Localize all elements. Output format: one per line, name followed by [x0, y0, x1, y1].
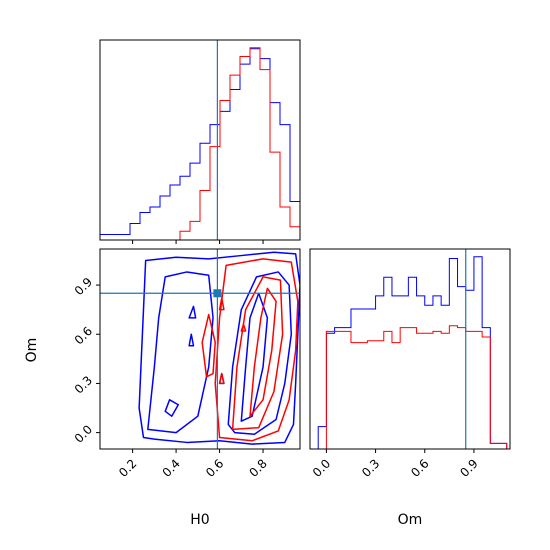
contour-series_b: [214, 258, 299, 442]
contour-series_a: [188, 305, 197, 319]
contour-series_a: [164, 399, 180, 417]
histogram-series-series_b: [318, 325, 508, 450]
contour-series_b: [218, 372, 225, 385]
h0-tick-label: 0.6: [203, 456, 226, 479]
panel-histogram-h0: [99, 39, 301, 244]
panel-histogram-om: 0.0 0.3 0.6 0.9 Om: [309, 248, 511, 528]
panel-contour-h0-om: 0.2 0.4 0.6 0.8 0.0 0.3 0.6 0.9 H0 Om: [24, 248, 301, 528]
contour-series_b: [231, 276, 284, 431]
axes-frame: [309, 248, 511, 450]
contour-series_b: [218, 297, 225, 311]
om-tick-label: 0.6: [408, 456, 431, 479]
contour-series_a: [227, 271, 293, 435]
contour-series_b: [240, 323, 247, 332]
h0-tick-label: 0.8: [247, 456, 270, 479]
h0-tick-label: 0.2: [116, 456, 139, 479]
contour-series_b: [249, 287, 277, 417]
om-tick-label: 0.0: [72, 422, 95, 445]
y-axis-label-om: Om: [24, 338, 40, 363]
axes-frame: [99, 39, 301, 241]
contour-series_a: [138, 251, 300, 445]
contour-series_a: [147, 271, 214, 434]
om-tick-label: 0.3: [72, 373, 95, 396]
contour-series_a: [188, 333, 195, 347]
x-axis-label-om: Om: [398, 512, 423, 528]
truth-marker: [213, 289, 222, 298]
om-tick-label: 0.9: [72, 275, 95, 298]
om-tick-label: 0.3: [359, 456, 382, 479]
contour-series_b: [201, 313, 216, 378]
om-tick-label: 0.6: [72, 324, 95, 347]
om-tick-label: 0.9: [457, 456, 480, 479]
axes-frame: [99, 248, 301, 450]
om-tick-label: 0.0: [310, 456, 333, 479]
x-axis-label-h0: H0: [190, 512, 209, 528]
histogram-series-series_a: [317, 256, 508, 449]
h0-tick-label: 0.4: [160, 456, 183, 479]
